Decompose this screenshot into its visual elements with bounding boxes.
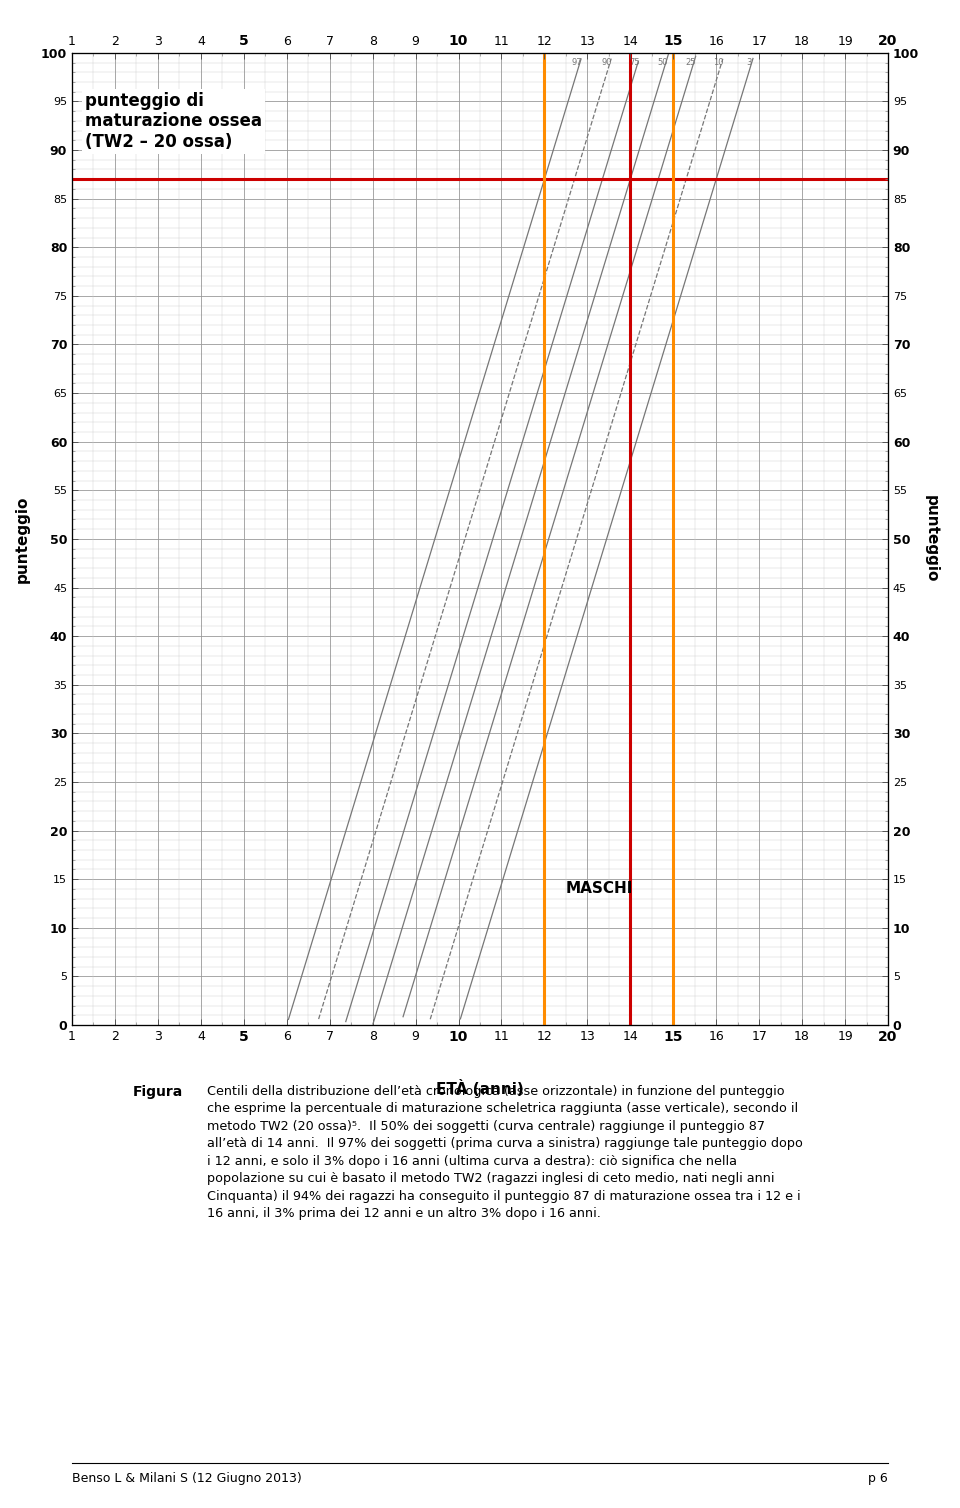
Y-axis label: punteggio: punteggio <box>14 495 30 582</box>
Text: 25: 25 <box>685 59 696 68</box>
Text: Centili della distribuzione dell’età cronologica (asse orizzontale) in funzione : Centili della distribuzione dell’età cro… <box>206 1084 803 1220</box>
Text: p 6: p 6 <box>868 1472 888 1485</box>
Text: MASCHI: MASCHI <box>565 882 634 896</box>
Y-axis label: punteggio: punteggio <box>924 495 939 582</box>
Text: Figura: Figura <box>133 1084 183 1099</box>
Text: 50: 50 <box>658 59 668 68</box>
Text: Benso L & Milani S (12 Giugno 2013): Benso L & Milani S (12 Giugno 2013) <box>72 1472 301 1485</box>
Text: 75: 75 <box>630 59 640 68</box>
Text: 10: 10 <box>713 59 724 68</box>
Text: ETÀ (anni): ETÀ (anni) <box>436 1080 524 1096</box>
Text: punteggio di
maturazione ossea
(TW2 – 20 ossa): punteggio di maturazione ossea (TW2 – 20… <box>84 92 262 151</box>
Text: 97: 97 <box>572 59 583 68</box>
Text: 90: 90 <box>602 59 612 68</box>
Text: 3: 3 <box>746 59 752 68</box>
